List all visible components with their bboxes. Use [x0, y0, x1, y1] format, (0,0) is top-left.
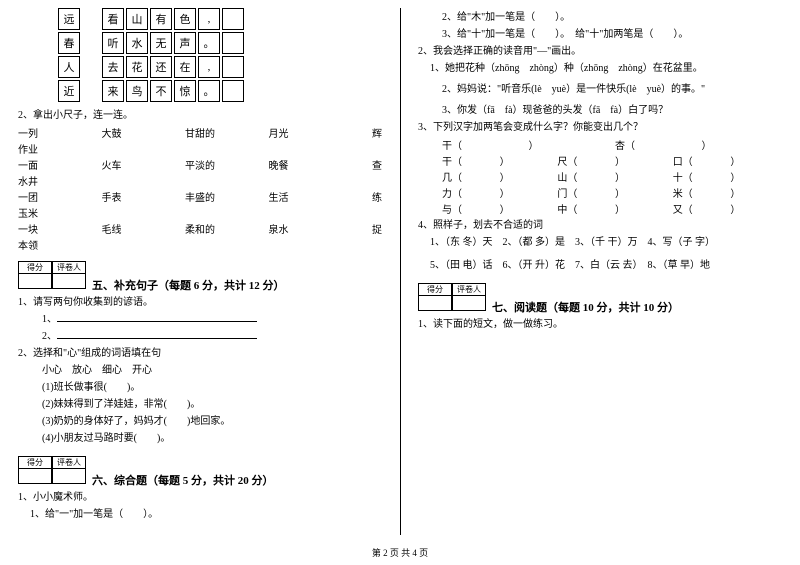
q3-row: 几（）山（）十（）: [442, 169, 782, 184]
char-box: 不: [150, 80, 172, 102]
page-footer: 第 2 页 共 4 页: [0, 546, 800, 559]
word-row: 一列大鼓甘甜的月光辉: [18, 125, 382, 140]
char-box: 人: [58, 56, 80, 78]
left-column: 远看山有色,春听水无声。人去花还在,近来鸟不惊。 2、拿出小尺子，连一连。 一列…: [0, 0, 400, 540]
char-box: 鸟: [126, 80, 148, 102]
word-row: 玉米: [18, 205, 382, 220]
section-6-title: 六、综合题（每题 5 分，共计 20 分）: [92, 472, 274, 488]
right-top-line: 3、给"十"加一笔是（ ）。 给"十"加两笔是（ ）。: [442, 27, 782, 42]
word-row: 水井: [18, 173, 382, 188]
char-box: [222, 56, 244, 78]
right-top-line: 2、给"木"加一笔是（ ）。: [442, 10, 782, 25]
score-hdr: 得分: [19, 262, 51, 274]
char-box: 来: [102, 80, 124, 102]
q3-row: 干（）杏（）: [442, 137, 782, 152]
char-box: 春: [58, 32, 80, 54]
r-q2-title: 2、我会选择正确的读音用"—"画出。: [418, 44, 782, 59]
s5-item: (2)妹妹得到了洋娃娃，非常( )。: [42, 397, 382, 412]
grader-hdr: 评卷人: [53, 457, 85, 469]
s6-q1: 1、小小魔术师。: [18, 490, 382, 505]
word-row: 一块毛线柔和的泉水捉: [18, 221, 382, 236]
r-q2-l3: 3、你发（fā fà）现爸爸的头发（fā fà）白了吗？: [442, 103, 782, 118]
score-box-6: 得分 评卷人: [18, 456, 86, 484]
r-q2-l2: 2、妈妈说："听音乐(lè yuè）是一件快乐(lè yuè）的事。": [442, 82, 782, 97]
score-hdr: 得分: [419, 284, 451, 296]
char-box: ,: [198, 56, 220, 78]
r-q3-title: 3、下列汉字加两笔会变成什么字？你能变出几个？: [418, 120, 782, 135]
s5-item: (4)小朋友过马路时要( )。: [42, 431, 382, 446]
word-match-table: 一列大鼓甘甜的月光辉作业一面火车平淡的晚餐查水井一团手表丰盛的生活练玉米一块毛线…: [18, 125, 382, 252]
char-box: 在: [174, 56, 196, 78]
char-box: 无: [150, 32, 172, 54]
char-box: 。: [198, 80, 220, 102]
char-box: 看: [102, 8, 124, 30]
r-q4-l1: 1、（东 冬）天 2、（都 多）是 3、（千 干）万 4、写（子 字）: [430, 235, 782, 250]
s5-blank1: 1、: [42, 312, 382, 327]
r-q4-title: 4、照样子，划去不合适的词: [418, 218, 782, 233]
character-grid: 远看山有色,春听水无声。人去花还在,近来鸟不惊。: [58, 8, 382, 102]
s5-q1: 1、请写两句你收集到的谚语。: [18, 295, 382, 310]
q3-row: 干（）尺（）口（）: [442, 153, 782, 168]
char-box: 花: [126, 56, 148, 78]
s5-items: (1)班长做事很( )。 (2)妹妹得到了洋娃娃，非常( )。 (3)奶奶的身体好了…: [18, 380, 382, 446]
s5-q2: 2、选择和"心"组成的词语填在句: [18, 346, 382, 361]
section-7-title: 七、阅读题（每题 10 分，共计 10 分）: [492, 299, 679, 315]
s5-item: (3)奶奶的身体好了，妈妈才( )地回家。: [42, 414, 382, 429]
s6-l1: 1、给"一"加一笔是（ ）。: [30, 507, 382, 522]
char-box: 去: [102, 56, 124, 78]
char-box: 山: [126, 8, 148, 30]
q3-row: 力（）门（）米（）: [442, 185, 782, 200]
char-box: ,: [198, 8, 220, 30]
char-box: 水: [126, 32, 148, 54]
grader-hdr: 评卷人: [53, 262, 85, 274]
score-box-5: 得分 评卷人: [18, 261, 86, 289]
section-5-title: 五、补充句子（每题 6 分，共计 12 分）: [92, 277, 285, 293]
char-box: 远: [58, 8, 80, 30]
score-hdr: 得分: [19, 457, 51, 469]
score-box-7: 得分 评卷人: [418, 283, 486, 311]
s5-item: (1)班长做事很( )。: [42, 380, 382, 395]
right-top-lines: 2、给"木"加一笔是（ ）。 3、给"十"加一笔是（ ）。 给"十"加两笔是（ ）…: [418, 10, 782, 42]
char-box: 惊: [174, 80, 196, 102]
q3-rows: 干（）杏（）干（）尺（）口（）几（）山（）十（）力（）门（）米（）与（）中（）又…: [418, 137, 782, 216]
char-box: 还: [150, 56, 172, 78]
word-row: 一团手表丰盛的生活练: [18, 189, 382, 204]
char-box: 色: [174, 8, 196, 30]
s5-blank2: 2、: [42, 329, 382, 344]
s5-opts: 小心 放心 细心 开心: [42, 363, 382, 378]
char-box: 听: [102, 32, 124, 54]
r-q2-l1: 1、她把花种（zhōng zhòng）种（zhōng zhòng）在花盆里。: [430, 61, 782, 76]
q3-row: 与（）中（）又（）: [442, 201, 782, 216]
char-box: 。: [198, 32, 220, 54]
s7-q1: 1、读下面的短文，做一做练习。: [418, 317, 782, 332]
char-box: 近: [58, 80, 80, 102]
char-box: 有: [150, 8, 172, 30]
r-q4-l2: 5、（田 电）话 6、（开 升）花 7、白（云 去） 8、（草 早）地: [430, 258, 782, 273]
char-box: [222, 8, 244, 30]
word-row: 作业: [18, 141, 382, 156]
char-box: 声: [174, 32, 196, 54]
char-box: [222, 80, 244, 102]
word-row: 一面火车平淡的晚餐查: [18, 157, 382, 172]
grader-hdr: 评卷人: [453, 284, 485, 296]
word-row: 本领: [18, 237, 382, 252]
q2-title: 2、拿出小尺子，连一连。: [18, 108, 382, 123]
right-column: 2、给"木"加一笔是（ ）。 3、给"十"加一笔是（ ）。 给"十"加两笔是（ ）…: [400, 0, 800, 540]
char-box: [222, 32, 244, 54]
